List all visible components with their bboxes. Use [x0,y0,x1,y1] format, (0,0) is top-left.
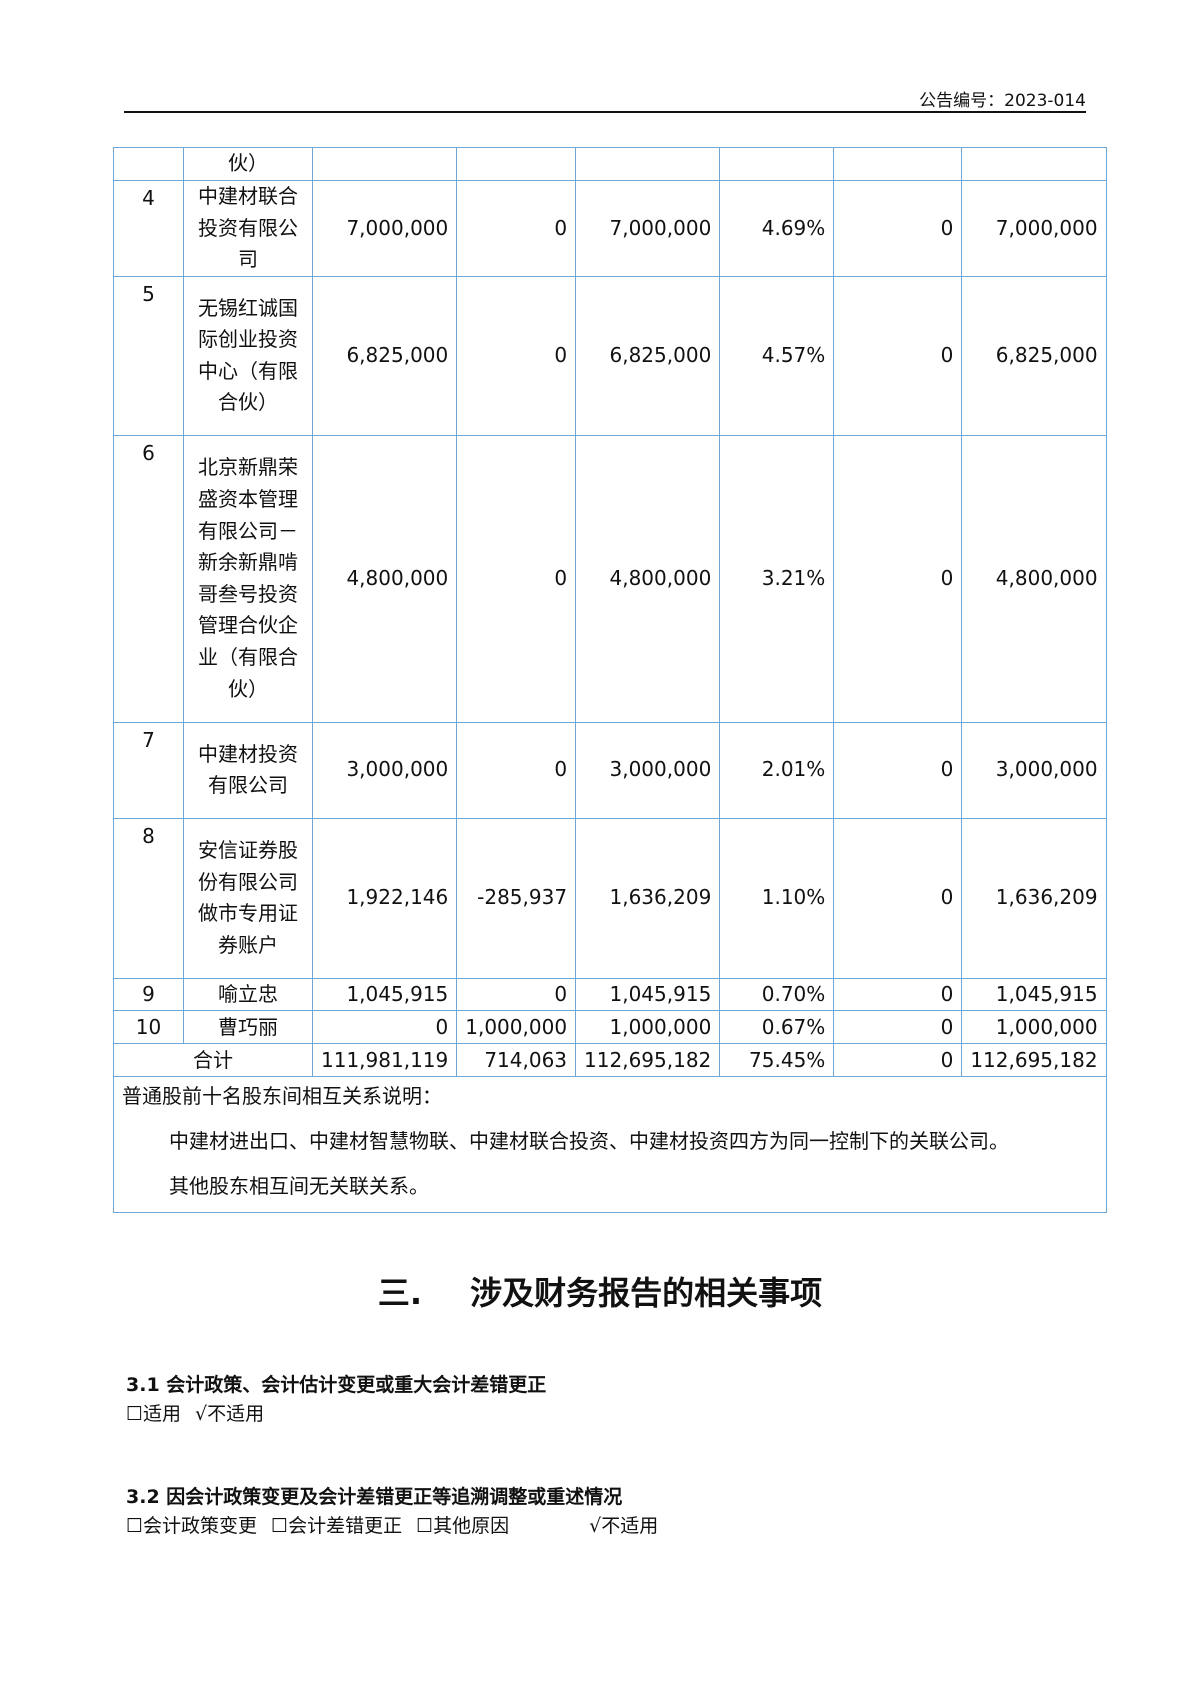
shareholder-name-cell: 曹巧丽 [183,1010,313,1045]
total-value-cell: 112,695,182 [575,1043,721,1078]
shareholder-name-cell: 中建材联合投资有限公司 [183,180,313,277]
table-row: 8 安信证券股份有限公司做市专用证券账户 1,922,146 -285,937 1,63… [113,817,1107,979]
value-cell: 6,825,000 [961,275,1107,436]
section-heading: 三. 涉及财务报告的相关事项 [377,1274,823,1312]
value-cell: 1,000,000 [575,1010,721,1045]
value-cell: 4.69% [719,180,835,277]
rank-cell [113,147,184,181]
shareholder-name-cell: 安信证券股份有限公司做市专用证券账户 [183,817,313,979]
table-row: 6 北京新鼎荣盛资本管理有限公司－新余新鼎啃哥叁号投资管理合伙企业（有限合伙） 4,… [113,434,1107,723]
shareholder-name-cell: 中建材投资有限公司 [183,721,313,819]
value-cell: 3,000,000 [575,721,721,819]
value-cell: 6,825,000 [311,275,458,436]
option-policy-change[interactable]: ☐会计政策变更 [126,1515,258,1537]
value-cell: 1,636,209 [575,817,721,979]
value-cell: 1,636,209 [961,817,1107,979]
value-cell: -285,937 [456,817,577,979]
value-cell: 4,800,000 [575,434,721,723]
value-cell: 0 [833,977,963,1012]
value-cell: 1,045,915 [961,977,1107,1012]
total-row: 合计 111,981,119 714,063 112,695,182 75.45% 0 11… [113,1043,1107,1078]
rank-cell: 9 [113,977,184,1012]
value-cell: 1,922,146 [311,817,458,979]
total-value-cell: 0 [833,1043,963,1078]
table-row: 7 中建材投资有限公司 3,000,000 0 3,000,000 2.01% 0 3,000… [113,721,1107,819]
relationship-note-cell: 普通股前十名股东间相互关系说明： 中建材进出口、中建材智慧物联、中建材联合投资、中… [113,1076,1107,1214]
value-cell: 1,045,915 [575,977,721,1012]
value-cell: 0 [456,977,577,1012]
option-error-correction[interactable]: ☐会计差错更正 [271,1515,403,1537]
note-row: 普通股前十名股东间相互关系说明： 中建材进出口、中建材智慧物联、中建材联合投资、中… [113,1076,1107,1214]
total-value-cell: 112,695,182 [961,1043,1107,1078]
total-value-cell: 111,981,119 [311,1043,458,1078]
value-cell: 1,000,000 [961,1010,1107,1045]
value-cell: 4,800,000 [311,434,458,723]
total-label-cell: 合计 [113,1043,313,1078]
value-cell: 7,000,000 [575,180,721,277]
value-cell: 0 [833,817,963,979]
value-cell: 0 [456,721,577,819]
note-title: 普通股前十名股东间相互关系说明： [122,1084,442,1109]
value-cell: 3.21% [719,434,835,723]
value-cell: 0 [311,1010,458,1045]
value-cell [456,147,577,181]
note-line: 其他股东相互间无关联关系。 [169,1174,429,1199]
table-row: 9 喻立忠 1,045,915 0 1,045,915 0.70% 0 1,045,915 [113,977,1107,1012]
value-cell: 1,000,000 [456,1010,577,1045]
option-not-applicable[interactable]: √不适用 [589,1515,659,1537]
value-cell: 2.01% [719,721,835,819]
announcement-number: 公告编号：2023-014 [919,91,1086,111]
value-cell: 0 [456,434,577,723]
shareholder-table: 伙） 4 中建材联合投资有限公司 7,000,000 0 7,000,000 4.69% 0 7… [113,147,1107,1214]
rank-cell: 4 [113,180,184,277]
value-cell: 0 [833,721,963,819]
table-row: 5 无锡红诚国际创业投资中心（有限合伙） 6,825,000 0 6,825,000 4.… [113,275,1107,436]
value-cell: 7,000,000 [961,180,1107,277]
total-value-cell: 714,063 [456,1043,577,1078]
option-applicable[interactable]: ☐适用 [126,1403,182,1425]
note-line: 中建材进出口、中建材智慧物联、中建材联合投资、中建材投资四方为同一控制下的关联公… [169,1129,1009,1154]
value-cell [833,147,963,181]
value-cell: 7,000,000 [311,180,458,277]
table-row: 4 中建材联合投资有限公司 7,000,000 0 7,000,000 4.69% 0 7,0… [113,180,1107,277]
section-3-1-options: ☐适用 √不适用 [126,1399,278,1426]
value-cell: 0 [833,434,963,723]
value-cell: 0 [833,1010,963,1045]
value-cell [575,147,721,181]
rank-cell: 10 [113,1010,184,1045]
value-cell: 0.70% [719,977,835,1012]
shareholder-name-cell: 伙） [183,147,313,181]
value-cell: 6,825,000 [575,275,721,436]
value-cell: 3,000,000 [311,721,458,819]
option-other-reason[interactable]: ☐其他原因 [416,1515,510,1537]
value-cell: 4.57% [719,275,835,436]
value-cell: 1.10% [719,817,835,979]
value-cell: 0 [456,275,577,436]
shareholder-name-cell: 喻立忠 [183,977,313,1012]
total-value-cell: 75.45% [719,1043,835,1078]
value-cell: 4,800,000 [961,434,1107,723]
value-cell: 0 [456,180,577,277]
section-3-2-options: ☐会计政策变更 ☐会计差错更正 ☐其他原因 √不适用 [126,1511,672,1538]
value-cell: 3,000,000 [961,721,1107,819]
value-cell: 0.67% [719,1010,835,1045]
rank-cell: 7 [113,721,184,819]
table-row: 伙） [113,147,1107,181]
value-cell: 0 [833,180,963,277]
value-cell [311,147,458,181]
rank-cell: 6 [113,434,184,723]
shareholder-name-cell: 无锡红诚国际创业投资中心（有限合伙） [183,275,313,436]
value-cell: 0 [833,275,963,436]
section-3-1-title: 3.1 会计政策、会计估计变更或重大会计差错更正 [126,1374,547,1396]
rank-cell: 5 [113,275,184,436]
value-cell [961,147,1107,181]
value-cell: 1,045,915 [311,977,458,1012]
value-cell [719,147,835,181]
table-row: 10 曹巧丽 0 1,000,000 1,000,000 0.67% 0 1,000,000 [113,1010,1107,1045]
header-rule [124,111,1086,113]
rank-cell: 8 [113,817,184,979]
shareholder-name-cell: 北京新鼎荣盛资本管理有限公司－新余新鼎啃哥叁号投资管理合伙企业（有限合伙） [183,434,313,723]
section-3-2-title: 3.2 因会计政策变更及会计差错更正等追溯调整或重述情况 [126,1486,623,1508]
option-not-applicable[interactable]: √不适用 [195,1403,265,1425]
